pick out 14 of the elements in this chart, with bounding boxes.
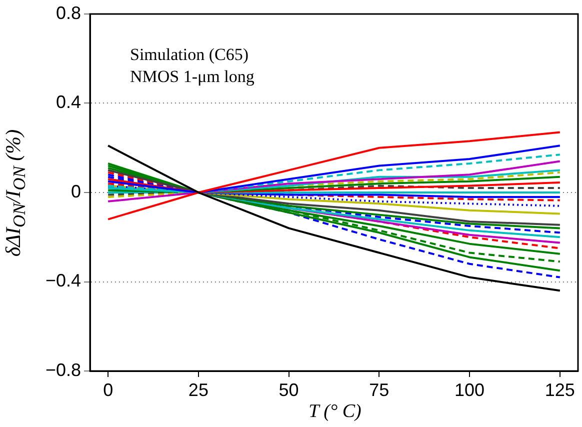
x-axis-title: T (° C) [308,400,362,424]
x-tick-label: 75 [369,380,390,400]
x-tick-label: 0 [103,380,114,400]
x-tick-label: 100 [454,380,485,400]
y-tick-label: −0.8 [45,360,81,380]
annotation: NMOS 1-μm long [130,67,255,86]
x-tick-label: 50 [278,380,299,400]
y-tick-label: 0.8 [56,2,81,23]
annotation: Simulation (C65) [130,45,249,64]
y-tick-label: 0.4 [56,92,81,112]
y-tick-label: 0 [70,181,81,202]
x-tick-label: 125 [544,380,575,400]
y-tick-label: −0.4 [45,270,81,291]
x-tick-label: 25 [188,380,208,400]
